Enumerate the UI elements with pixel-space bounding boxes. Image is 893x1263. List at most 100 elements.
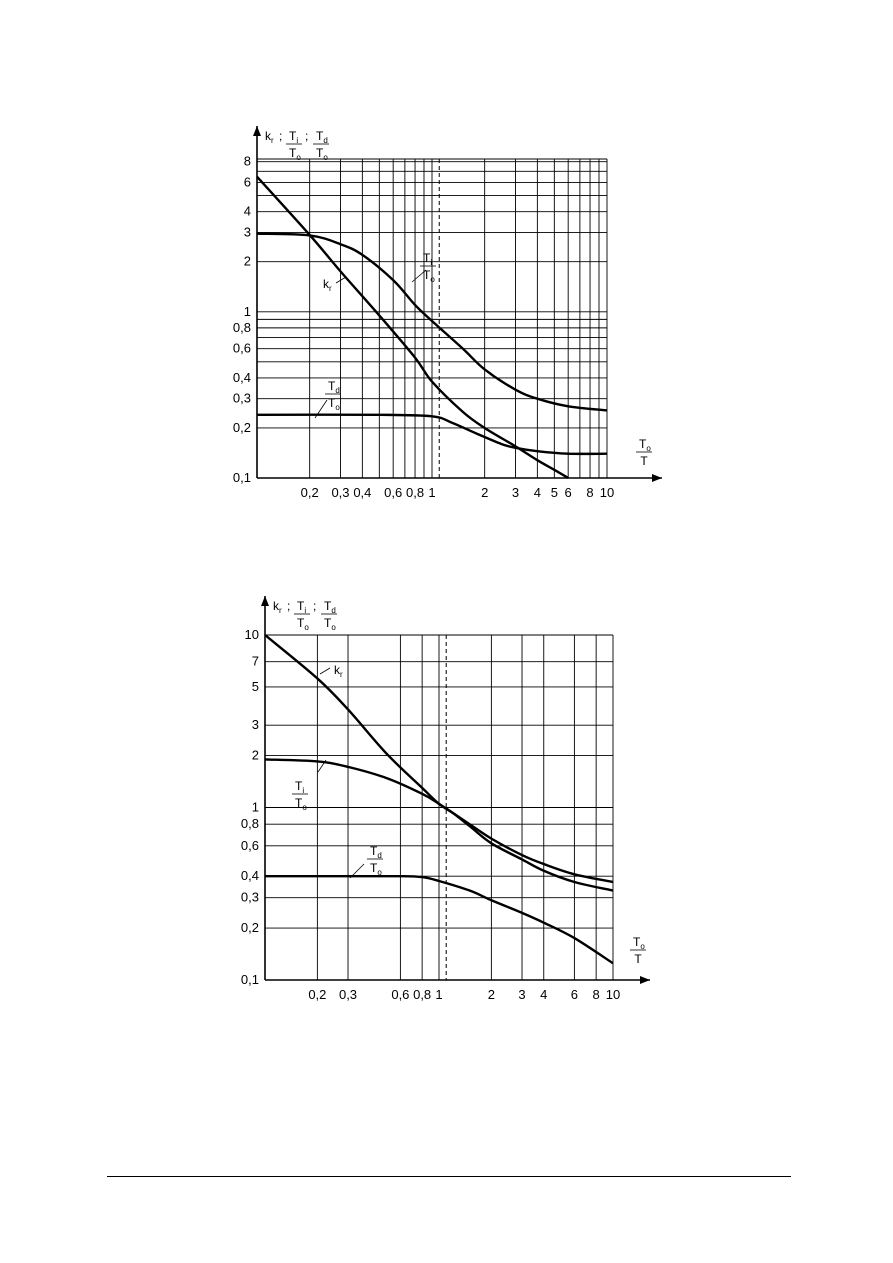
chart1-curve-label-frac-denominator: To [328,396,340,412]
chart1-y-label-frac2-denominator: To [316,146,328,162]
chart2-y-tick-label: 0,2 [241,920,259,935]
chart2-y-tick-label: 2 [252,748,259,763]
chart2-x-tick-label: 0,2 [308,987,326,1002]
chart2-x-axis-label-denominator: T [634,952,642,966]
footer-rule [107,1176,791,1177]
chart1-x-axis-label-numerator: To [639,437,651,453]
chart2-x-tick-label: 2 [488,987,495,1002]
chart2-curve-label-frac-numerator: Ti [295,779,304,795]
chart1-series-ti-to [256,232,608,412]
chart2-y-arrow [261,596,269,606]
chart2-y-label-frac1-denominator: To [297,616,309,632]
chart1-y-tick-label: 6 [244,174,251,189]
chart1-x-axis-label-denominator: T [640,454,648,468]
chart1-x-tick-label: 2 [481,485,488,500]
chart1-y-label-frac2-numerator: Td [316,129,328,145]
chart2-series-ti-to [264,758,614,892]
chart1-x-tick-label: 4 [534,485,541,500]
chart2-y-label-frac2-numerator: Td [324,599,336,615]
chart1-x-axis-label: ToT [636,437,652,468]
chart1-x-tick-label: 5 [551,485,558,500]
chart2-x-tick-label: 6 [571,987,578,1002]
chart1-y-label-frac1-numerator: Ti [289,129,298,145]
chart1-x-tick-label: 1 [428,485,435,500]
chart1-y-tick-label: 0,1 [233,470,251,485]
chart2-x-tick-label: 3 [518,987,525,1002]
chart2-grid [265,634,614,980]
chart2-leader [319,667,331,675]
chart2-curve-label-frac-denominator: To [295,796,307,812]
chart2-y-tick-label: 0,4 [241,868,259,883]
chart1-x-tick-label: 8 [586,485,593,500]
chart2-y-label-sep2: ; [313,599,316,613]
chart2-x-tick-label: 10 [606,987,620,1002]
chart2-leader [317,759,327,773]
chart2-y-label-sep: ; [287,599,290,613]
chart2-x-tick-label: 4 [540,987,547,1002]
chart1-x-tick-label: 0,4 [353,485,371,500]
chart1-y-tick-label: 0,3 [233,391,251,406]
chart2-series-td-to [264,874,614,965]
chart1-x-tick-label: 0,3 [331,485,349,500]
chart1-y-label-k: kr [265,129,274,145]
chart1-leader [314,399,328,419]
chart1-x-tick-label: 0,8 [406,485,424,500]
chart-bottom: 0,2 0,3 0,6 0,8 1 2 3 4 6 8 100,10,20,30,40,60,812… [241,596,650,1002]
chart2-y-tick-label: 10 [245,627,259,642]
chart2-curve-label-kr: kr [319,663,343,679]
chart2-x-tick-label: 0,6 [391,987,409,1002]
chart1-y-tick-label: 0,2 [233,420,251,435]
chart1-y-tick-label: 3 [244,224,251,239]
chart2-y-tick-label: 0,3 [241,890,259,905]
chart1-series-kr [256,175,569,480]
chart1-x-tick-label: 10 [600,485,614,500]
chart1-curve-label-frac-numerator: Td [328,379,340,395]
chart2-y-label-k: kr [273,599,282,615]
chart2-curve-label-frac-denominator: To [370,861,382,877]
chart1-x-tick-label: 6 [565,485,572,500]
chart2-y-tick-label: 0,8 [241,816,259,831]
chart1-x-arrow [652,474,662,482]
chart1-x-tick-label: 3 [512,485,519,500]
chart2-curve-label-frac-numerator: Td [370,844,382,860]
chart1-y-tick-label: 2 [244,254,251,269]
chart2-x-arrow [640,976,650,984]
chart1-y-arrow [253,126,261,136]
chart1-curve-label-frac-numerator: Ti [423,251,432,267]
chart1-curve-label-kr: kr [323,276,347,293]
chart2-y-label-frac1-numerator: Ti [297,599,306,615]
chart2-y-tick-label: 5 [252,679,259,694]
chart1-y-tick-label: 1 [244,304,251,319]
chart2-y-tick-label: 3 [252,717,259,732]
chart2-x-tick-label: 8 [593,987,600,1002]
chart1-curve-label-frac-denominator: To [423,268,435,284]
chart1-curve-label-text: kr [323,277,332,293]
chart1-y-tick-label: 0,4 [233,370,251,385]
chart2-y-tick-label: 0,6 [241,838,259,853]
chart2-y-tick-label: 1 [252,800,259,815]
chart2-y-tick-label: 0,1 [241,972,259,987]
chart2-x-tick-label: 1 [435,987,442,1002]
chart1-y-tick-label: 0,8 [233,320,251,335]
chart1-y-label-sep: ; [279,129,282,143]
chart1-x-tick-label: 0,2 [301,485,319,500]
chart1-leader [411,269,427,283]
chart2-y-label-frac2-denominator: To [324,616,336,632]
chart2-x-axis-label: ToT [630,935,646,966]
chart1-y-tick-label: 0,6 [233,341,251,356]
chart1-series-td-to [256,413,608,456]
chart-top: 0,2 0,3 0,4 0,6 0,8 1 2 3 4 5 6 8 100,10,20,30,40,60… [233,126,662,500]
chart2-x-tick-label: 0,8 [413,987,431,1002]
